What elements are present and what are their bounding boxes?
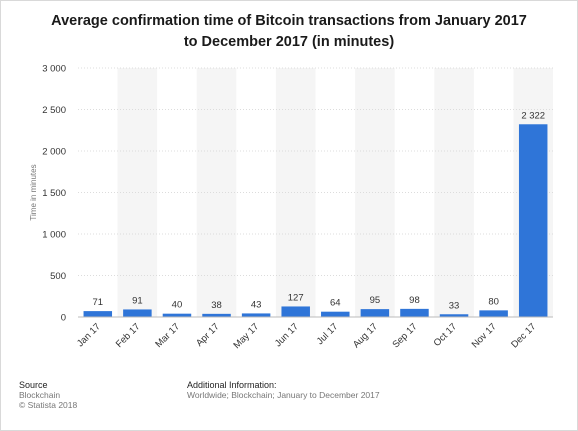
data-label: 91 <box>132 295 143 306</box>
bar-jan-17 <box>83 311 113 317</box>
data-label: 98 <box>409 295 420 306</box>
x-tick-label: Dec 17 <box>509 321 538 350</box>
y-tick-label: 1 500 <box>42 188 66 199</box>
x-tick-label: Sep 17 <box>390 321 419 350</box>
x-tick-label: Feb 17 <box>114 321 143 350</box>
source-heading: Source <box>19 380 48 390</box>
bar-apr-17 <box>202 313 231 317</box>
x-tick-label: Nov 17 <box>470 321 499 350</box>
bar-dec-17 <box>518 124 548 317</box>
x-tick-label: Mar 17 <box>153 321 182 350</box>
additional-info-text: Worldwide; Blockchain; January to Decemb… <box>187 390 380 400</box>
bar-oct-17 <box>439 314 469 317</box>
x-tick-label: Jan 17 <box>75 321 103 349</box>
bar-jul-17 <box>321 311 350 317</box>
source-line-1: Blockchain <box>19 390 61 400</box>
y-tick-label: 2 500 <box>42 105 66 116</box>
data-label: 2 322 <box>521 110 545 121</box>
data-label: 64 <box>330 298 341 309</box>
bar-may-17 <box>241 313 271 317</box>
data-label: 80 <box>488 296 499 307</box>
bar-jun-17 <box>281 306 310 317</box>
x-tick-label: Aug 17 <box>351 321 380 350</box>
x-tick-label: Apr 17 <box>194 321 222 349</box>
column-band <box>355 68 395 317</box>
source-line-2: © Statista 2018 <box>19 400 78 410</box>
y-tick-label: 1 000 <box>42 230 66 241</box>
data-label: 38 <box>211 300 222 311</box>
data-label: 43 <box>251 299 262 310</box>
x-tick-label: Oct 17 <box>432 321 460 349</box>
bar-feb-17 <box>123 309 152 317</box>
chart-title: Average confirmation time of Bitcoin tra… <box>20 11 558 53</box>
column-band <box>434 68 474 317</box>
y-tick-label: 3 000 <box>42 64 66 75</box>
bar-nov-17 <box>479 310 508 317</box>
x-tick-label: Jul 17 <box>315 321 341 347</box>
x-tick-label: May 17 <box>231 321 261 351</box>
additional-info-block: Additional Information: Worldwide; Block… <box>187 380 380 400</box>
additional-info-heading: Additional Information: <box>187 380 277 390</box>
data-label: 95 <box>370 295 381 306</box>
y-tick-label: 0 <box>61 313 66 324</box>
y-tick-label: 500 <box>50 271 66 282</box>
data-label: 33 <box>449 300 460 311</box>
bar-aug-17 <box>360 309 390 317</box>
data-label: 40 <box>172 300 183 311</box>
bar-sep-17 <box>400 308 429 317</box>
chart-title-line-2: to December 2017 (in minutes) <box>183 34 395 50</box>
source-block: Source Blockchain © Statista 2018 <box>19 380 77 410</box>
bar-mar-17 <box>162 313 192 317</box>
y-tick-label: 2 000 <box>42 147 66 158</box>
y-axis-label: Time in minutes <box>29 164 38 220</box>
data-label: 71 <box>93 297 104 308</box>
data-label: 127 <box>288 292 304 303</box>
x-tick-label: Jun 17 <box>273 321 301 349</box>
chart-title-line-1: Average confirmation time of Bitcoin tra… <box>51 13 527 29</box>
